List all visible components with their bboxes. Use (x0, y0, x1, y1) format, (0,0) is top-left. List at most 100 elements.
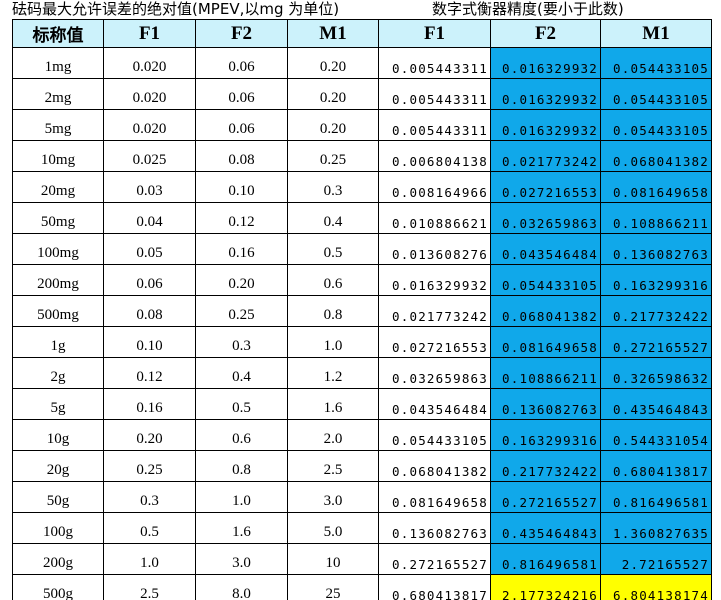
table-cell: 0.10 (103, 326, 196, 358)
table-cell: 0.8 (287, 295, 379, 327)
table-cell: 2.72165527 (600, 543, 712, 575)
table-cell: 0.272165527 (490, 481, 601, 513)
table-cell: 0.016329932 (378, 264, 491, 296)
table-row: 200g 1.0 3.0 10 0.272165527 0.816496581 2.7216… (12, 543, 712, 575)
table-cell: 100g (12, 512, 104, 544)
table-cell: 0.4 (195, 357, 288, 389)
table-cell: 0.25 (287, 140, 379, 172)
header-cell: M1 (600, 19, 712, 48)
table-cell: 1.6 (287, 388, 379, 420)
table: 标称值 F1 F2 M1 F1 F2 M1 1mg 0.020 0.06 0.20 0.0054433… (12, 19, 712, 600)
table-cell: 0.25 (195, 295, 288, 327)
table-cell: 0.3 (195, 326, 288, 358)
table-cell: 1mg (12, 47, 104, 79)
table-cell: 5mg (12, 109, 104, 141)
table-cell: 0.816496581 (600, 481, 712, 513)
table-cell: 0.680413817 (378, 574, 491, 600)
table-row: 5mg 0.020 0.06 0.20 0.005443311 0.016329932 0.… (12, 109, 712, 141)
table-row: 2mg 0.020 0.06 0.20 0.005443311 0.016329932 0.… (12, 78, 712, 110)
table-cell: 50mg (12, 202, 104, 234)
table-cell: 10g (12, 419, 104, 451)
table-cell: 0.12 (195, 202, 288, 234)
table-cell: 3.0 (287, 481, 379, 513)
header-cell: F1 (378, 19, 491, 48)
table-cell: 2.5 (287, 450, 379, 482)
table-cell: 0.03 (103, 171, 196, 203)
table-cell: 0.032659863 (490, 202, 601, 234)
table-cell: 200g (12, 543, 104, 575)
table-cell: 0.816496581 (490, 543, 601, 575)
table-cell: 0.081649658 (600, 171, 712, 203)
table-cell: 0.6 (195, 419, 288, 451)
table-cell: 0.005443311 (378, 109, 491, 141)
table-cell: 0.217732422 (490, 450, 601, 482)
table-cell: 0.326598632 (600, 357, 712, 389)
table-cell: 0.021773242 (490, 140, 601, 172)
table-cell: 2mg (12, 78, 104, 110)
table-cell: 1.0 (195, 481, 288, 513)
table-cell: 0.20 (103, 419, 196, 451)
table-cell: 0.054433105 (600, 47, 712, 79)
table-cell: 0.10 (195, 171, 288, 203)
table-cell: 0.006804138 (378, 140, 491, 172)
table-cell: 0.068041382 (490, 295, 601, 327)
table-cell: 0.6 (287, 264, 379, 296)
table-row: 100mg 0.05 0.16 0.5 0.013608276 0.043546484 0.… (12, 233, 712, 265)
table-cell: 0.136082763 (490, 388, 601, 420)
table-cell: 0.043546484 (378, 388, 491, 420)
table-cell: 20mg (12, 171, 104, 203)
table-cell: 0.027216553 (490, 171, 601, 203)
table-cell: 3.0 (195, 543, 288, 575)
table-cell: 0.272165527 (378, 543, 491, 575)
table-cell: 0.068041382 (600, 140, 712, 172)
table-cell: 0.108866211 (600, 202, 712, 234)
table-cell: 0.8 (195, 450, 288, 482)
table-cell: 1.0 (103, 543, 196, 575)
table-cell: 0.054433105 (600, 78, 712, 110)
table-cell: 10mg (12, 140, 104, 172)
table-cell: 0.435464843 (600, 388, 712, 420)
table-row: 500mg 0.08 0.25 0.8 0.021773242 0.068041382 0.… (12, 295, 712, 327)
table-cell: 0.5 (195, 388, 288, 420)
table-cell: 0.4 (287, 202, 379, 234)
table-cell: 0.3 (287, 171, 379, 203)
table-cell: 100mg (12, 233, 104, 265)
table-cell: 0.020 (103, 109, 196, 141)
table-cell: 0.25 (103, 450, 196, 482)
header-cell: F2 (490, 19, 601, 48)
table-row: 5g 0.16 0.5 1.6 0.043546484 0.136082763 0.4354… (12, 388, 712, 420)
table-cell: 0.020 (103, 78, 196, 110)
table-row: 2g 0.12 0.4 1.2 0.032659863 0.108866211 0.3265… (12, 357, 712, 389)
table-cell: 0.043546484 (490, 233, 601, 265)
table-cell: 0.12 (103, 357, 196, 389)
table-cell: 0.016329932 (490, 47, 601, 79)
title-right: 数字式衡器精度(要小于此数) (432, 0, 624, 18)
table-cell: 2.177324216 (490, 574, 601, 600)
table-cell: 500g (12, 574, 104, 600)
header-cell: M1 (287, 19, 379, 48)
table-cell: 0.04 (103, 202, 196, 234)
table-cell: 0.016329932 (490, 109, 601, 141)
table-row: 1mg 0.020 0.06 0.20 0.005443311 0.016329932 0.… (12, 47, 712, 79)
table-cell: 0.008164966 (378, 171, 491, 203)
table-cell: 0.680413817 (600, 450, 712, 482)
table-cell: 0.16 (195, 233, 288, 265)
table-cell: 0.16 (103, 388, 196, 420)
table-cell: 0.005443311 (378, 47, 491, 79)
table-cell: 6.804138174 (600, 574, 712, 600)
table-row: 10g 0.20 0.6 2.0 0.054433105 0.163299316 0.544… (12, 419, 712, 451)
table-cell: 5g (12, 388, 104, 420)
table-cell: 20g (12, 450, 104, 482)
table-cell: 0.20 (287, 47, 379, 79)
table-cell: 0.054433105 (378, 419, 491, 451)
table-row: 50mg 0.04 0.12 0.4 0.010886621 0.032659863 0.1… (12, 202, 712, 234)
table-cell: 2.0 (287, 419, 379, 451)
table-cell: 0.136082763 (378, 512, 491, 544)
table-row: 500g 2.5 8.0 25 0.680413817 2.177324216 6.8041… (12, 574, 712, 600)
table-cell: 0.05 (103, 233, 196, 265)
header-cell: F2 (195, 19, 288, 48)
table-cell: 0.005443311 (378, 78, 491, 110)
title-left: 砝码最大允许误差的绝对值(MPEV,以mg 为单位) (12, 0, 340, 18)
table-cell: 2.5 (103, 574, 196, 600)
